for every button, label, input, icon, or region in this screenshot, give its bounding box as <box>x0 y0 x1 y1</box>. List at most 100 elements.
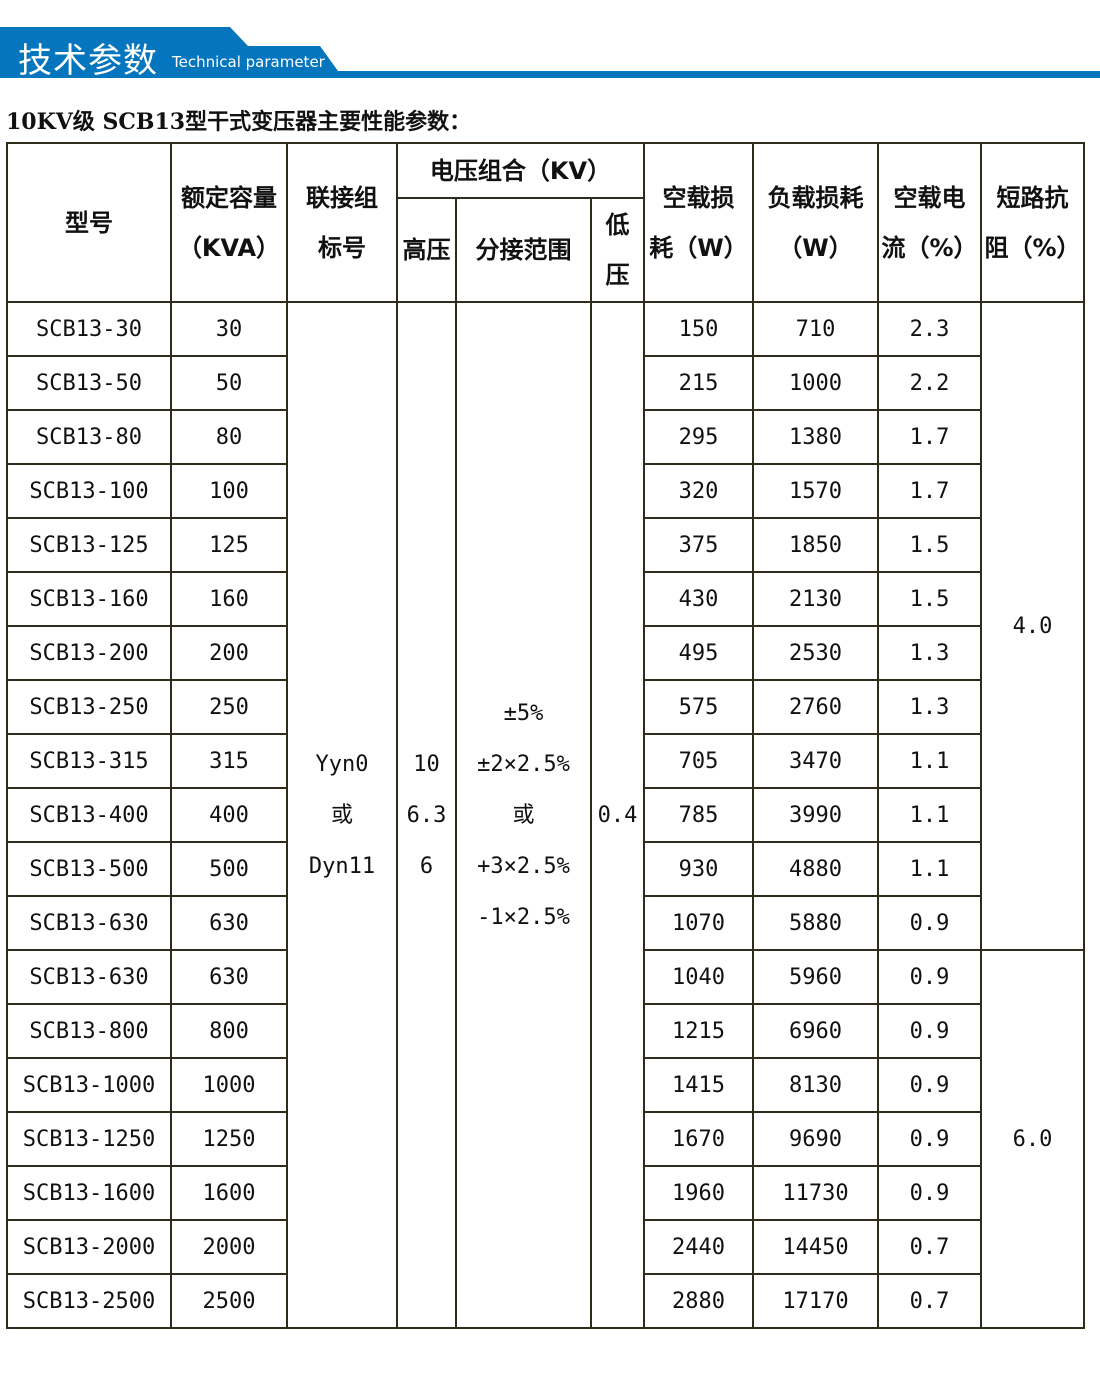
capacity-cell: 1250 <box>170 1111 288 1167</box>
group-cell-line: Yyn0 <box>315 751 369 777</box>
table-row: SCB13-250 250 575 2760 1.3 <box>6 679 1084 735</box>
noload-loss-cell: 430 <box>643 571 754 627</box>
noload-current-cell: 1.1 <box>877 841 982 897</box>
group-cell-line: 或 <box>330 802 353 828</box>
noload-loss-cell: 785 <box>643 787 754 843</box>
tap-cell-line: ±5% <box>503 700 544 726</box>
capacity-cell: 100 <box>170 463 288 519</box>
model-cell: SCB13-50 <box>6 355 172 411</box>
model-cell: SCB13-630 <box>6 895 172 951</box>
noload-current-cell: 1.3 <box>877 625 982 681</box>
model-cell: SCB13-500 <box>6 841 172 897</box>
tap-cell-line: ±2×2.5% <box>477 751 570 777</box>
load-loss-cell: 11730 <box>752 1165 879 1221</box>
noload-loss-cell: 930 <box>643 841 754 897</box>
noload-current-cell: 2.3 <box>877 301 982 357</box>
hv-cell-line: 6 <box>419 853 434 879</box>
model-cell: SCB13-250 <box>6 679 172 735</box>
table-row: SCB13-500 500 930 4880 1.1 <box>6 841 1084 897</box>
noload-loss-cell: 1415 <box>643 1057 754 1113</box>
table-row: SCB13-1000 1000 1415 8130 0.9 <box>6 1057 1084 1113</box>
capacity-cell: 315 <box>170 733 288 789</box>
noload-loss-cell: 2880 <box>643 1273 754 1329</box>
noload-loss-cell: 375 <box>643 517 754 573</box>
group-cell: Yyn0 或 Dyn11 <box>286 301 398 1329</box>
noload-current-cell: 0.9 <box>877 1165 982 1221</box>
load-loss-cell: 1570 <box>752 463 879 519</box>
noload-current-cell: 1.1 <box>877 733 982 789</box>
noload-loss-cell: 295 <box>643 409 754 465</box>
model-cell: SCB13-100 <box>6 463 172 519</box>
load-loss-cell: 6960 <box>752 1003 879 1059</box>
table-row: SCB13-1600 1600 1960 11730 0.9 <box>6 1165 1084 1221</box>
load-loss-cell: 1380 <box>752 409 879 465</box>
hv-cell: 10 6.3 6 <box>396 301 457 1329</box>
impedance-cell: 6.0 <box>980 949 1085 1329</box>
capacity-cell: 500 <box>170 841 288 897</box>
noload-current-cell: 1.5 <box>877 571 982 627</box>
table-row: SCB13-1250 1250 1670 9690 0.9 <box>6 1111 1084 1167</box>
load-loss-cell: 3470 <box>752 733 879 789</box>
noload-current-cell: 1.7 <box>877 409 982 465</box>
section-banner <box>0 27 1100 78</box>
load-loss-cell: 2760 <box>752 679 879 735</box>
section-subtitle: Technical parameter <box>172 53 325 71</box>
noload-current-cell: 0.7 <box>877 1219 982 1275</box>
load-loss-cell: 1000 <box>752 355 879 411</box>
noload-loss-cell: 1670 <box>643 1111 754 1167</box>
table-row: SCB13-400 400 785 3990 1.1 <box>6 787 1084 843</box>
noload-loss-cell: 575 <box>643 679 754 735</box>
table-row: SCB13-200 200 495 2530 1.3 <box>6 625 1084 681</box>
hv-cell-line: 6.3 <box>406 802 447 828</box>
noload-current-cell: 0.9 <box>877 1057 982 1113</box>
capacity-cell: 160 <box>170 571 288 627</box>
table-row: SCB13-800 800 1215 6960 0.9 <box>6 1003 1084 1059</box>
noload-loss-cell: 1215 <box>643 1003 754 1059</box>
noload-current-cell: 2.2 <box>877 355 982 411</box>
noload-current-cell: 1.1 <box>877 787 982 843</box>
load-loss-cell: 3990 <box>752 787 879 843</box>
capacity-cell: 630 <box>170 949 288 1005</box>
noload-loss-cell: 1040 <box>643 949 754 1005</box>
noload-current-cell: 0.9 <box>877 895 982 951</box>
load-loss-cell: 710 <box>752 301 879 357</box>
tap-cell-line: +3×2.5% <box>477 853 570 879</box>
load-loss-cell: 9690 <box>752 1111 879 1167</box>
section-title: 技术参数 <box>18 41 158 81</box>
model-cell: SCB13-400 <box>6 787 172 843</box>
noload-current-cell: 1.3 <box>877 679 982 735</box>
header-voltage: 电压组合（KV） <box>396 142 645 199</box>
capacity-cell: 50 <box>170 355 288 411</box>
header-impedance: 短路抗 阻（%） <box>980 142 1085 303</box>
capacity-cell: 30 <box>170 301 288 357</box>
capacity-cell: 1600 <box>170 1165 288 1221</box>
model-cell: SCB13-125 <box>6 517 172 573</box>
model-cell: SCB13-30 <box>6 301 172 357</box>
noload-current-cell: 0.9 <box>877 1111 982 1167</box>
table-row: SCB13-125 125 375 1850 1.5 <box>6 517 1084 573</box>
model-cell: SCB13-315 <box>6 733 172 789</box>
header-noload-current: 空载电 流（%） <box>877 142 982 303</box>
table-row: SCB13-160 160 430 2130 1.5 <box>6 571 1084 627</box>
load-loss-cell: 2530 <box>752 625 879 681</box>
load-loss-cell: 17170 <box>752 1273 879 1329</box>
table-row: SCB13-630 630 1040 5960 0.9 6.0 <box>6 949 1085 1329</box>
lv-cell: 0.4 <box>590 301 645 1329</box>
model-cell: SCB13-1250 <box>6 1111 172 1167</box>
capacity-cell: 80 <box>170 409 288 465</box>
model-cell: SCB13-200 <box>6 625 172 681</box>
table-row: SCB13-315 315 705 3470 1.1 <box>6 733 1084 789</box>
capacity-cell: 800 <box>170 1003 288 1059</box>
parameter-table: 型号 额定容量 （KVA） 联接组 标号 电压组合（KV） 空载损 耗（W） 负载损耗… <box>6 142 1085 1329</box>
model-cell: SCB13-2000 <box>6 1219 172 1275</box>
table-row: SCB13-100 100 320 1570 1.7 <box>6 463 1084 519</box>
noload-loss-cell: 1960 <box>643 1165 754 1221</box>
capacity-cell: 1000 <box>170 1057 288 1113</box>
model-cell: SCB13-160 <box>6 571 172 627</box>
noload-loss-cell: 150 <box>643 301 754 357</box>
load-loss-cell: 2130 <box>752 571 879 627</box>
group-cell-line: Dyn11 <box>308 853 376 879</box>
model-cell: SCB13-1600 <box>6 1165 172 1221</box>
header-group: 联接组 标号 <box>286 142 398 303</box>
model-cell: SCB13-80 <box>6 409 172 465</box>
